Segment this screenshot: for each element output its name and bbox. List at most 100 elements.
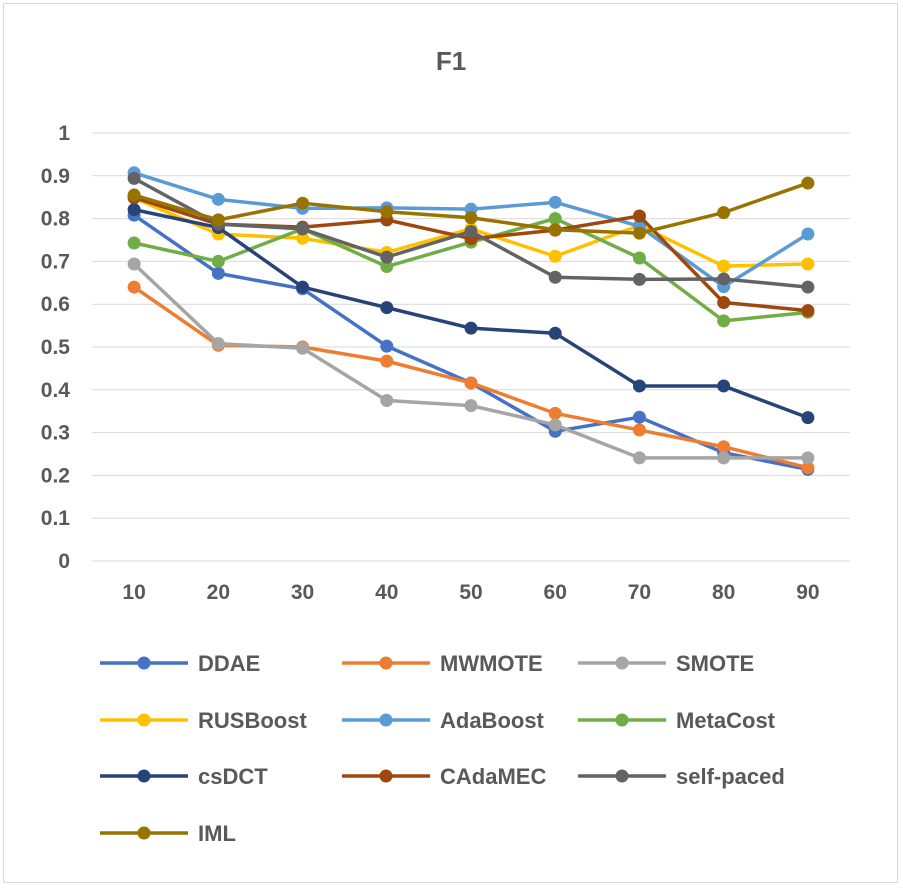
legend-label: RUSBoost — [198, 708, 307, 733]
data-point-cadamec — [801, 304, 815, 318]
data-point-smote — [464, 399, 478, 413]
y-tick-label: 0.8 — [41, 208, 71, 231]
y-tick-label: 0.7 — [41, 250, 70, 273]
data-point-csdct — [380, 301, 394, 315]
data-point-self-paced — [296, 222, 310, 236]
data-point-self-paced — [127, 171, 141, 185]
x-tick-label: 20 — [207, 581, 230, 604]
y-tick-label: 0.9 — [41, 165, 70, 188]
data-point-smote — [717, 451, 731, 465]
data-point-self-paced — [801, 280, 815, 294]
y-tick-label: 0.6 — [41, 293, 70, 316]
y-tick-label: 0.1 — [41, 507, 71, 530]
data-point-adaboost — [801, 227, 815, 241]
data-point-csdct — [296, 280, 310, 294]
legend-swatch-marker — [379, 769, 393, 783]
data-point-mwmote — [632, 423, 646, 437]
chart-title: F1 — [436, 46, 466, 76]
series-line-smote — [132, 262, 808, 460]
legend-item-smote: SMOTE — [578, 651, 754, 676]
y-tick-label: 1 — [58, 122, 70, 145]
y-tick-label: 0.2 — [41, 464, 70, 487]
x-tick-label: 30 — [291, 581, 314, 604]
data-point-metacost — [548, 212, 562, 226]
chart-area — [3, 3, 898, 883]
data-point-ddae — [211, 266, 225, 280]
data-point-self-paced — [717, 272, 731, 286]
legend-label: csDCT — [198, 764, 268, 789]
legend-item-mwmote: MWMOTE — [342, 651, 543, 676]
legend-item-adaboost: AdaBoost — [342, 708, 545, 733]
y-tick-label: 0.3 — [41, 422, 70, 445]
data-point-metacost — [380, 260, 394, 274]
legend-item-metacost: MetaCost — [578, 708, 776, 733]
legend-label: CAdaMEC — [440, 764, 546, 789]
legend-item-cadamec: CAdaMEC — [342, 764, 546, 789]
data-point-rusboost — [296, 231, 310, 245]
data-point-smote — [632, 451, 646, 465]
data-point-ddae — [632, 410, 646, 424]
data-point-csdct — [548, 326, 562, 340]
legend-item-rusboost: RUSBoost — [100, 708, 307, 733]
legend-swatch-marker — [137, 769, 151, 783]
data-point-iml — [296, 196, 310, 210]
legend-swatch-marker — [615, 769, 629, 783]
data-point-smote — [380, 394, 394, 407]
data-point-metacost — [632, 251, 646, 265]
data-point-mwmote — [801, 461, 815, 475]
x-tick-label: 10 — [122, 581, 145, 604]
data-point-ddae — [380, 339, 394, 353]
data-point-self-paced — [548, 270, 562, 284]
legend-label: IML — [198, 821, 236, 846]
data-point-iml — [211, 213, 225, 227]
x-tick-label: 70 — [628, 581, 651, 604]
data-point-self-paced — [380, 250, 394, 264]
legend-label: AdaBoost — [440, 708, 545, 733]
y-tick-label: 0.5 — [41, 336, 71, 359]
data-point-mwmote — [380, 354, 394, 368]
data-point-smote — [211, 337, 225, 351]
y-tick-label: 0 — [58, 550, 70, 573]
data-point-rusboost — [548, 249, 562, 263]
data-point-mwmote — [464, 376, 478, 390]
data-point-csdct — [801, 411, 815, 425]
data-point-smote — [127, 257, 141, 271]
data-point-self-paced — [632, 272, 646, 286]
data-point-mwmote — [548, 406, 562, 420]
data-point-smote — [801, 451, 815, 465]
legend-swatch-marker — [379, 656, 393, 670]
legend-swatch-marker — [615, 656, 629, 670]
legend-label: self-paced — [676, 764, 785, 789]
x-tick-label: 90 — [796, 581, 819, 604]
legend-item-ddae: DDAE — [100, 651, 260, 676]
data-point-mwmote — [127, 280, 141, 294]
data-point-iml — [464, 211, 478, 225]
legend-swatch-marker — [137, 656, 151, 670]
data-point-iml — [801, 176, 815, 190]
data-point-self-paced — [464, 224, 478, 238]
legend-item-iml: IML — [100, 821, 236, 846]
data-point-iml — [548, 223, 562, 237]
data-point-metacost — [127, 236, 141, 250]
y-tick-label: 0.4 — [41, 379, 71, 402]
legend-swatch-marker — [137, 826, 151, 840]
data-point-rusboost — [801, 257, 815, 271]
data-point-iml — [717, 206, 731, 220]
legend-item-csdct: csDCT — [100, 764, 268, 789]
legend-label: SMOTE — [676, 651, 754, 676]
x-tick-label: 40 — [375, 581, 398, 604]
data-point-iml — [380, 205, 394, 219]
series-self-paced — [127, 171, 815, 294]
legend-swatch-marker — [137, 713, 151, 727]
data-point-metacost — [717, 314, 731, 328]
data-point-mwmote — [717, 440, 731, 454]
data-point-cadamec — [632, 209, 646, 223]
data-point-smote — [548, 418, 562, 432]
data-point-adaboost — [211, 192, 225, 206]
legend-label: MetaCost — [676, 708, 776, 733]
data-point-csdct — [717, 379, 731, 393]
series-smote — [127, 257, 815, 465]
x-tick-label: 50 — [459, 581, 482, 604]
data-point-iml — [632, 226, 646, 240]
